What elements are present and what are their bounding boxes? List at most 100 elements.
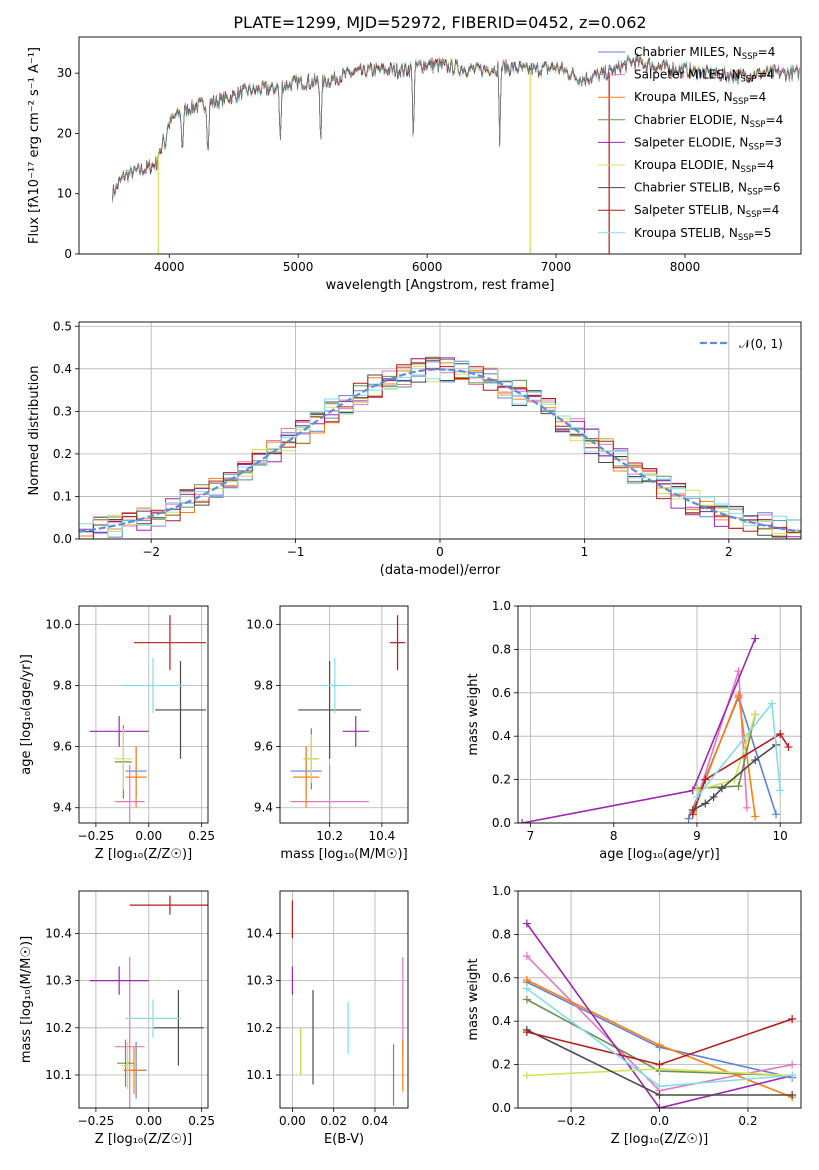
spectrum-data [112, 55, 800, 201]
axes-frame [279, 605, 409, 824]
legend-tail: =4 [758, 45, 776, 59]
y-tick-label: 10.0 [45, 617, 72, 631]
series-salpeter_elodie [522, 638, 756, 823]
marker-chabrier_stelib [701, 799, 710, 808]
legend-main: Kroupa ELODIE, N [634, 158, 741, 172]
legend-sub: SSP [747, 188, 763, 198]
x-tick-label: 5000 [283, 260, 314, 274]
x-tick-label: 0.00 [135, 1114, 162, 1128]
y-tick-label: 0.0 [492, 816, 511, 830]
axes-frame [517, 890, 802, 1109]
spectrum-lines [112, 53, 800, 254]
y-axis-label: Normed distribution [27, 366, 42, 496]
x-tick-label: 8 [610, 829, 618, 843]
x-tick-label: 0 [436, 545, 444, 559]
errorbars [89, 615, 206, 823]
y-tick-label: 10.2 [246, 1021, 273, 1035]
marker-salpeter_stelib [784, 743, 793, 752]
legend-entry-kroupa_miles: Kroupa MILES, NSSP=4 [634, 90, 766, 107]
weight-lines [522, 919, 797, 1108]
legend-tail: =6 [763, 181, 781, 195]
y-tick-label: 0.4 [492, 729, 511, 743]
marker-chabrier_stelib [717, 784, 726, 793]
y-tick-label: 0.4 [492, 1014, 511, 1028]
legend-sub: SSP [741, 165, 757, 175]
legend-entry-salpeter_elodie: Salpeter ELODIE, NSSP=3 [634, 135, 782, 152]
y-tick-label: 1.0 [492, 884, 511, 898]
legend-sub: SSP [738, 233, 754, 243]
y-tick-label: 0.6 [492, 686, 511, 700]
y-tick-label: 0.6 [492, 971, 511, 985]
y-tick-label: 10.0 [246, 617, 273, 631]
y-axis-label: mass [log₁₀(M/M☉)] [19, 936, 34, 1063]
x-tick-label: 0.00 [135, 829, 162, 843]
legend-sub: SSP [746, 210, 762, 220]
y-tick-label: 0.1 [53, 489, 72, 503]
marker-chabrier_stelib [751, 756, 760, 765]
y-tick-label: 0.2 [492, 1058, 511, 1072]
legend-tail: =4 [766, 113, 784, 127]
axes-frame [78, 321, 802, 540]
legend-tail: =4 [756, 158, 774, 172]
chart-title: PLATE=1299, MJD=52972, FIBERID=0452, z=0… [233, 13, 646, 32]
histogram-salpeter_stelib [79, 357, 801, 539]
axes-frame [78, 605, 209, 824]
legend-entry-salpeter_miles: Salpeter MILES, NSSP=4 [634, 68, 774, 85]
y-tick-label: 0.2 [492, 773, 511, 787]
x-tick-label: 0.0 [650, 1114, 669, 1128]
x-tick-label: −1 [287, 545, 305, 559]
series-chabrier_stelib [692, 744, 777, 811]
x-tick-label: 0.02 [320, 1114, 347, 1128]
y-tick-label: 10.4 [246, 926, 273, 940]
marker-kroupa_stelib [522, 984, 531, 993]
y-tick-label: 10 [57, 187, 72, 201]
x-axis-label: mass [log₁₀(M/M☉)] [280, 847, 407, 862]
marker-salpeter_stelib [788, 1015, 797, 1024]
x-tick-label: 10.2 [316, 829, 343, 843]
y-tick-label: 1.0 [492, 599, 511, 613]
marker-kroupa_miles [751, 812, 760, 821]
legend-sub: SSP [741, 75, 757, 85]
y-tick-label: 0.3 [53, 404, 72, 418]
x-axis-label: Z [log₁₀(Z/Z☉)] [95, 1132, 192, 1147]
x-tick-label: 10.4 [369, 829, 396, 843]
marker-kroupa_stelib [776, 786, 785, 795]
legend-entry-salpeter_stelib: Salpeter STELIB, NSSP=4 [634, 203, 779, 220]
x-tick-label: 4000 [154, 260, 185, 274]
x-tick-label: 7000 [541, 260, 572, 274]
legend-entry-kroupa_elodie: Kroupa ELODIE, NSSP=4 [634, 158, 774, 175]
legend-tail: =4 [749, 90, 767, 104]
y-tick-label: 20 [57, 126, 72, 140]
y-tick-label: 0.8 [492, 927, 511, 941]
marker-chabrier_stelib [788, 1090, 797, 1099]
series-salpeter_elodie [526, 923, 793, 1108]
y-tick-label: 30 [57, 66, 72, 80]
legend-tail: =4 [762, 203, 780, 217]
legend-entry-chabrier_stelib: Chabrier STELIB, NSSP=6 [634, 181, 781, 198]
marker-salpeter_miles [742, 803, 751, 812]
marker-salpeter_elodie [518, 819, 527, 823]
errorbars [291, 900, 404, 1106]
y-tick-label: 10.4 [45, 926, 72, 940]
legend-sub: SSP [733, 97, 749, 107]
y-tick-label: 0.2 [53, 447, 72, 461]
y-tick-label: 9.4 [254, 801, 273, 815]
marker-kroupa_stelib [655, 1082, 664, 1091]
legend-main: Kroupa MILES, N [634, 90, 733, 104]
axes-frame [78, 36, 802, 255]
legend-main: Chabrier STELIB, N [634, 181, 747, 195]
legend-entry-normal: 𝒩(0, 1) [739, 337, 783, 351]
marker-kroupa_stelib [692, 792, 701, 801]
x-tick-label: 10 [773, 829, 788, 843]
y-axis-label: Flux [fλ10⁻¹⁷ erg cm⁻² s⁻¹ A⁻¹] [27, 47, 42, 244]
errorbars [290, 615, 406, 823]
x-axis-label: (data-model)/error [380, 563, 501, 578]
x-tick-label: −0.25 [78, 1114, 115, 1128]
y-axis-label: mass weight [466, 673, 481, 755]
marker-kroupa_stelib [767, 699, 776, 708]
y-tick-label: 0.4 [53, 362, 72, 376]
y-tick-label: 9.6 [53, 740, 72, 754]
marker-kroupa_stelib [788, 1071, 797, 1080]
legend-entry-kroupa_stelib: Kroupa STELIB, NSSP=5 [634, 226, 772, 243]
axes-frame [279, 890, 409, 1109]
